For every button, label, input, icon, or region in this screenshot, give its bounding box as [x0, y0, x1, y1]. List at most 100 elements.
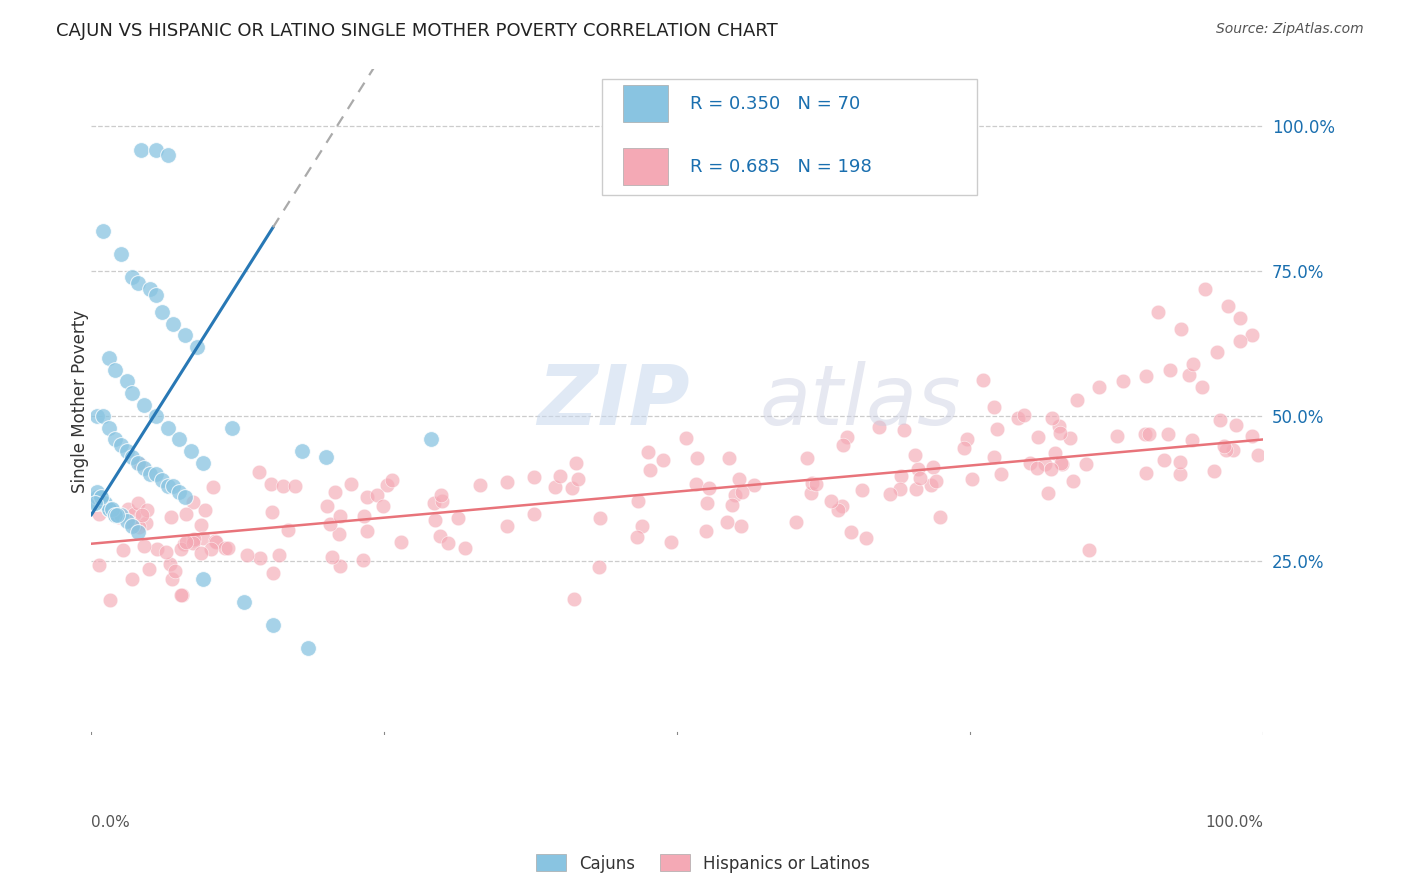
Point — [165, 564, 187, 578]
Point — [696, 496, 718, 510]
Point — [1229, 334, 1251, 348]
Point — [101, 502, 124, 516]
Point — [1241, 429, 1264, 443]
Point — [180, 444, 202, 458]
Point — [1105, 429, 1128, 443]
Point — [97, 421, 120, 435]
Point — [138, 562, 160, 576]
Point — [160, 572, 183, 586]
Point — [129, 457, 152, 471]
Point — [1205, 345, 1227, 359]
Point — [983, 401, 1005, 415]
Point — [173, 537, 195, 551]
Point — [990, 467, 1012, 482]
Point — [804, 476, 827, 491]
Point — [319, 517, 342, 532]
Point — [97, 502, 120, 516]
Bar — [623, 148, 668, 186]
Point — [1135, 466, 1157, 480]
Point — [731, 484, 754, 499]
Point — [720, 498, 742, 512]
Point — [1240, 328, 1263, 343]
Point — [589, 510, 612, 524]
Point — [115, 444, 138, 458]
Point — [97, 351, 120, 366]
Point — [297, 641, 319, 656]
Point — [785, 516, 807, 530]
Point — [155, 545, 177, 559]
Point — [675, 431, 697, 445]
Point — [1168, 467, 1191, 481]
Point — [1212, 439, 1234, 453]
Point — [356, 524, 378, 539]
Point — [373, 499, 395, 513]
Point — [86, 409, 108, 424]
Point — [1012, 408, 1035, 422]
Point — [186, 340, 208, 354]
Point — [548, 468, 571, 483]
Point — [904, 449, 927, 463]
Point — [352, 553, 374, 567]
Point — [172, 588, 194, 602]
Point — [659, 535, 682, 549]
Point — [194, 502, 217, 516]
Point — [145, 467, 167, 482]
Point — [890, 468, 912, 483]
Point — [201, 480, 224, 494]
Point — [381, 473, 404, 487]
Point — [127, 456, 149, 470]
Point — [124, 519, 146, 533]
Point — [204, 534, 226, 549]
Point — [1066, 393, 1088, 408]
Point — [907, 462, 929, 476]
Point — [879, 486, 901, 500]
Point — [221, 421, 243, 435]
Point — [121, 572, 143, 586]
Point — [110, 508, 132, 522]
Point — [562, 591, 585, 606]
Point — [436, 535, 458, 549]
Point — [162, 479, 184, 493]
Point — [1049, 457, 1071, 471]
Point — [156, 479, 179, 493]
Point — [523, 470, 546, 484]
Point — [724, 487, 747, 501]
Point — [377, 478, 399, 492]
Text: R = 0.685   N = 198: R = 0.685 N = 198 — [690, 158, 872, 176]
Point — [1157, 427, 1180, 442]
Point — [420, 433, 443, 447]
Point — [955, 432, 977, 446]
Point — [97, 502, 120, 516]
Point — [110, 247, 132, 261]
Point — [423, 513, 446, 527]
Point — [167, 484, 190, 499]
Point — [174, 328, 197, 343]
Point — [91, 409, 114, 424]
Point — [1026, 461, 1049, 475]
Point — [159, 558, 181, 572]
Point — [115, 514, 138, 528]
Point — [1222, 443, 1244, 458]
Point — [127, 525, 149, 540]
Point — [104, 363, 127, 377]
Point — [91, 496, 114, 510]
Point — [1112, 375, 1135, 389]
Point — [697, 482, 720, 496]
Point — [1181, 434, 1204, 448]
Point — [104, 508, 127, 522]
Point — [839, 524, 862, 539]
Point — [121, 270, 143, 285]
Point — [267, 548, 290, 562]
Point — [796, 451, 818, 466]
Text: CAJUN VS HISPANIC OR LATINO SINGLE MOTHER POVERTY CORRELATION CHART: CAJUN VS HISPANIC OR LATINO SINGLE MOTHE… — [56, 22, 778, 40]
Point — [496, 475, 519, 490]
Point — [1218, 299, 1240, 313]
Point — [183, 532, 205, 546]
Text: 100.0%: 100.0% — [1205, 815, 1264, 830]
Point — [1036, 485, 1059, 500]
Point — [1059, 431, 1081, 445]
Point — [91, 496, 114, 510]
Legend: Cajuns, Hispanics or Latinos: Cajuns, Hispanics or Latinos — [529, 847, 877, 880]
Point — [86, 484, 108, 499]
Point — [851, 483, 873, 498]
